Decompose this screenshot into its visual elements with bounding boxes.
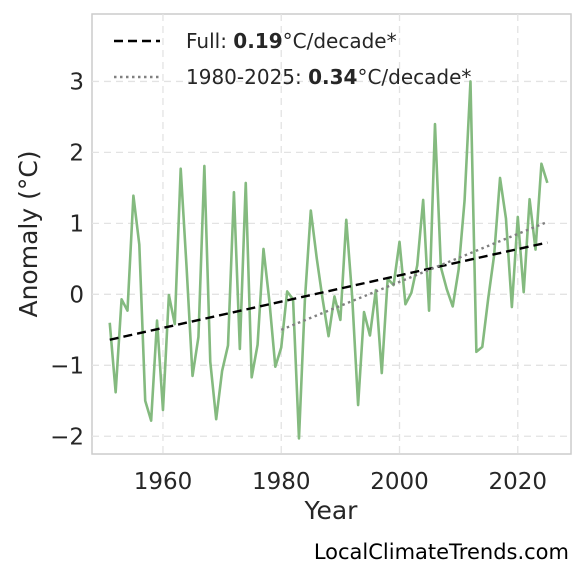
- x-axis-label: Year: [304, 496, 359, 525]
- y-tick-label: 0: [69, 282, 84, 308]
- y-tick-label: 1: [69, 211, 84, 237]
- y-tick-label: −2: [50, 424, 84, 450]
- site-credit: LocalClimateTrends.com: [313, 540, 569, 564]
- x-tick-label: 2000: [370, 469, 429, 495]
- x-tick-label: 1980: [252, 469, 311, 495]
- y-axis-label: Anomaly (°C): [14, 150, 43, 317]
- legend-label-0: Full: 0.19°C/decade*: [186, 29, 397, 53]
- x-tick-label: 1960: [134, 469, 193, 495]
- y-tick-label: −1: [50, 353, 84, 379]
- anomaly-series-line: [108, 80, 549, 440]
- x-tick-label: 2020: [489, 469, 548, 495]
- trend-line-full: [109, 241, 548, 341]
- series-layer: [108, 80, 549, 440]
- plot-area: [91, 13, 572, 455]
- y-tick-label: 3: [69, 69, 84, 95]
- legend: Full: 0.19°C/decade* 1980-2025: 0.34°C/de…: [114, 29, 471, 89]
- tick-labels: 1960 1980 2000 2020 −2 −1 0 1 2 3: [50, 69, 547, 495]
- y-tick-label: 2: [69, 140, 84, 166]
- legend-label-1: 1980-2025: 0.34°C/decade*: [186, 65, 471, 89]
- grid: [92, 14, 571, 454]
